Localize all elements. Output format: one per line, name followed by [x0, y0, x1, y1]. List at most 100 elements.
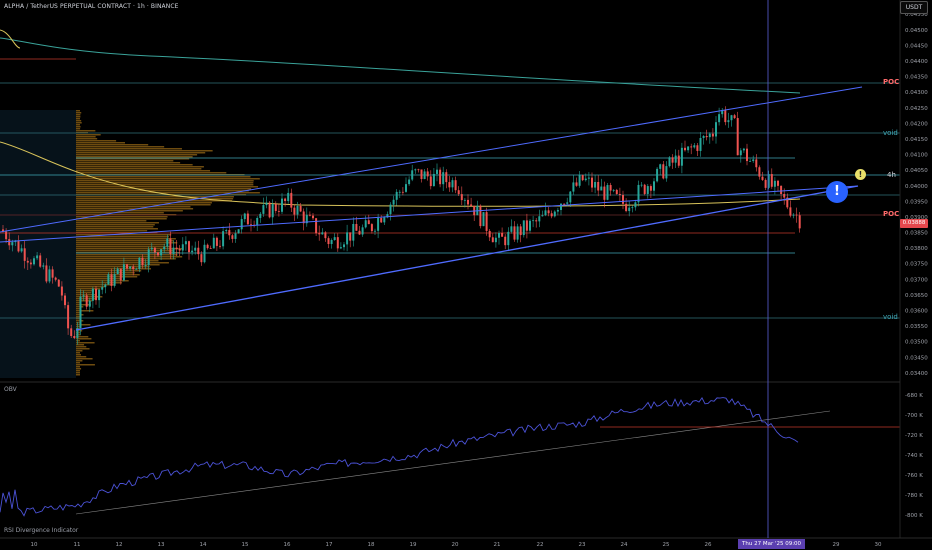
candle-body: [126, 264, 128, 268]
candle-body: [597, 182, 599, 190]
candle-body: [495, 238, 497, 242]
candle-body: [650, 186, 652, 191]
time-tick-label: 24: [621, 542, 628, 548]
candle-body: [799, 215, 801, 228]
candle-body: [160, 249, 162, 255]
candle-body: [142, 258, 144, 266]
price-tick-label: 0.04500: [905, 28, 928, 34]
candle-body: [600, 187, 602, 191]
candle-body: [49, 269, 51, 281]
candle-body: [111, 274, 113, 286]
candle-body: [470, 204, 472, 205]
rsi-indicator-label[interactable]: RSI Divergence Indicator: [4, 527, 78, 534]
candle-body: [266, 203, 268, 205]
profile-bar: [76, 130, 95, 132]
profile-bar: [76, 352, 80, 354]
candle-body: [483, 212, 485, 226]
candle-body: [402, 192, 404, 193]
price-tick-label: 0.04050: [905, 168, 928, 174]
candle-body: [523, 220, 525, 235]
candle-body: [324, 232, 326, 238]
candle-body: [42, 265, 44, 266]
candle-body: [551, 213, 553, 216]
profile-bar: [76, 324, 90, 326]
profile-bar: [76, 116, 80, 118]
obv-indicator-label[interactable]: OBV: [4, 386, 17, 393]
candle-body: [191, 251, 193, 252]
candle-body: [771, 174, 773, 187]
candle-body: [185, 241, 187, 244]
time-tick-label: 19: [410, 542, 417, 548]
profile-bar: [76, 128, 80, 130]
candle-body: [653, 181, 655, 190]
candle-body: [132, 267, 134, 270]
profile-bar: [76, 374, 80, 376]
channel-lower: [76, 186, 858, 330]
profile-bar: [76, 264, 160, 266]
profile-bar: [76, 182, 253, 184]
candle-body: [269, 203, 271, 218]
profile-bar: [76, 270, 141, 272]
profile-bar: [76, 368, 81, 370]
candle-body: [678, 156, 680, 166]
candle-body: [346, 232, 348, 244]
candle-body: [548, 210, 550, 213]
candle-body: [492, 237, 494, 242]
profile-bar: [76, 256, 182, 258]
candle-body: [718, 114, 720, 122]
price-tick-label: 0.04450: [905, 43, 928, 49]
candle-body: [514, 226, 516, 239]
candle-body: [210, 248, 212, 249]
profile-bar: [76, 140, 116, 142]
candle-body: [262, 205, 264, 214]
candle-body: [662, 164, 664, 178]
profile-bar: [76, 228, 158, 230]
candle-body: [166, 239, 168, 247]
profile-bar: [76, 206, 190, 208]
symbol-title[interactable]: ALPHA / TetherUS PERPETUAL CONTRACT · 1h…: [4, 3, 179, 10]
candle-body: [715, 122, 717, 136]
candle-body: [731, 115, 733, 120]
candle-body: [504, 237, 506, 245]
candle-body: [610, 185, 612, 191]
candle-body: [104, 285, 106, 288]
warning-icon[interactable]: !: [855, 169, 866, 180]
candle-body: [272, 204, 274, 217]
candle-body: [284, 199, 286, 201]
profile-bar: [76, 150, 213, 152]
obv-trendline: [76, 411, 830, 514]
profile-bar: [76, 134, 101, 136]
profile-bar: [76, 290, 94, 292]
alert-icon[interactable]: !: [826, 181, 848, 203]
candle-body: [681, 148, 683, 166]
candle-body: [594, 182, 596, 188]
candle-body: [290, 193, 292, 208]
profile-bar: [76, 240, 174, 242]
price-tick-label: 0.03750: [905, 262, 928, 268]
candle-body: [39, 255, 41, 266]
candle-body: [235, 233, 237, 239]
profile-bar: [76, 248, 182, 250]
candle-body: [89, 301, 91, 307]
candle-body: [371, 224, 373, 231]
candle-body: [157, 252, 159, 255]
candle-body: [703, 136, 705, 138]
candle-body: [625, 204, 627, 211]
profile-bar: [76, 154, 197, 156]
candle-body: [467, 200, 469, 205]
candle-body: [365, 220, 367, 227]
candle-body: [520, 226, 522, 235]
profile-bar: [76, 242, 177, 244]
price-tick-label: 0.03550: [905, 324, 928, 330]
candle-body: [222, 231, 224, 246]
candle-body: [479, 206, 481, 226]
candle-body: [188, 241, 190, 252]
candle-body: [352, 224, 354, 241]
profile-bar: [76, 118, 80, 120]
candle-body: [138, 258, 140, 269]
candle-body: [362, 227, 364, 234]
candle-body: [61, 287, 63, 296]
candle-body: [107, 274, 109, 284]
currency-button[interactable]: USDT: [900, 1, 928, 14]
